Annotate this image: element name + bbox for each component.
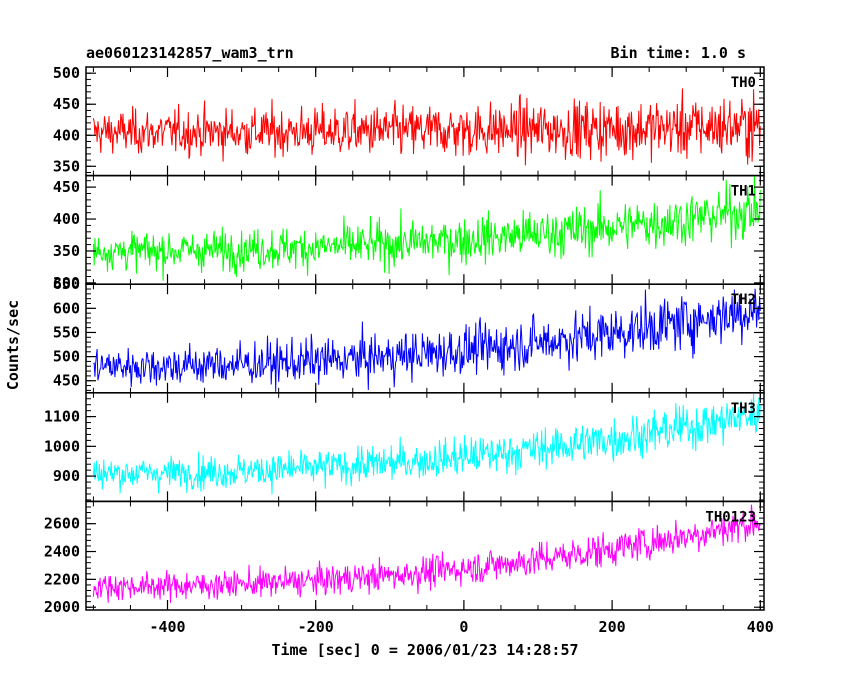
x-tick-label: -400 — [149, 618, 185, 636]
panel-frame — [85, 283, 765, 394]
y-axis-label: Counts/sec — [4, 300, 22, 390]
y-tick-label: 500 — [53, 348, 80, 366]
series-label: TH1 — [731, 184, 756, 200]
y-tick-label: 2600 — [44, 515, 80, 533]
y-tick-label: 2200 — [44, 570, 80, 588]
y-tick-label: 900 — [53, 467, 80, 485]
y-tick-label: 400 — [53, 126, 80, 144]
y-tick-label: 350 — [53, 242, 80, 260]
x-tick-label: 400 — [747, 618, 774, 636]
panel-th3: 900 1000 1100 TH3 — [44, 392, 765, 503]
series-line-th1 — [92, 175, 761, 281]
y-tick-label: 650 — [53, 275, 80, 293]
y-tick-label: 600 — [53, 299, 80, 317]
panel-frame — [85, 500, 765, 611]
series-label: TH2 — [731, 292, 756, 308]
x-tick-label: 200 — [599, 618, 626, 636]
x-axis-label: Time [sec] 0 = 2006/01/23 14:28:57 — [271, 641, 578, 659]
x-tick-label: 0 — [459, 618, 468, 636]
panel-th1: 300 350 400 450 TH1 — [53, 174, 765, 292]
series-line-th0 — [92, 88, 761, 166]
y-tick-label: 400 — [53, 210, 80, 228]
y-tick-label: 450 — [53, 178, 80, 196]
panel-th2: 450 500 550 600 650 TH2 — [53, 275, 765, 394]
x-tick-label: -200 — [298, 618, 334, 636]
y-tick-label: 2400 — [44, 543, 80, 561]
y-tick-label: 350 — [53, 157, 80, 175]
y-tick-label: 450 — [53, 372, 80, 390]
series-label: TH3 — [731, 401, 756, 417]
series-line-th3 — [92, 393, 761, 495]
y-tick-label: 1000 — [44, 437, 80, 455]
series-line-th2 — [93, 288, 761, 392]
panel-frame — [85, 174, 765, 285]
panel-th0123: 2000 2200 2400 2600 TH0123 — [44, 500, 765, 616]
y-tick-label: 500 — [53, 64, 80, 82]
series-line-th0123 — [92, 504, 761, 603]
series-label: TH0123 — [705, 509, 756, 525]
y-tick-label: 300 — [53, 274, 80, 292]
series-label: TH0 — [731, 75, 756, 91]
chart-title-left: ae060123142857_wam3_trn — [86, 44, 294, 62]
chart-title-right: Bin time: 1.0 s — [610, 44, 746, 62]
y-tick-label: 550 — [53, 323, 80, 341]
y-tick-label: 2000 — [44, 598, 80, 616]
y-tick-label: 1100 — [44, 408, 80, 426]
panel-th0: 350 400 450 500 TH0 — [53, 64, 765, 177]
y-tick-label: 450 — [53, 95, 80, 113]
